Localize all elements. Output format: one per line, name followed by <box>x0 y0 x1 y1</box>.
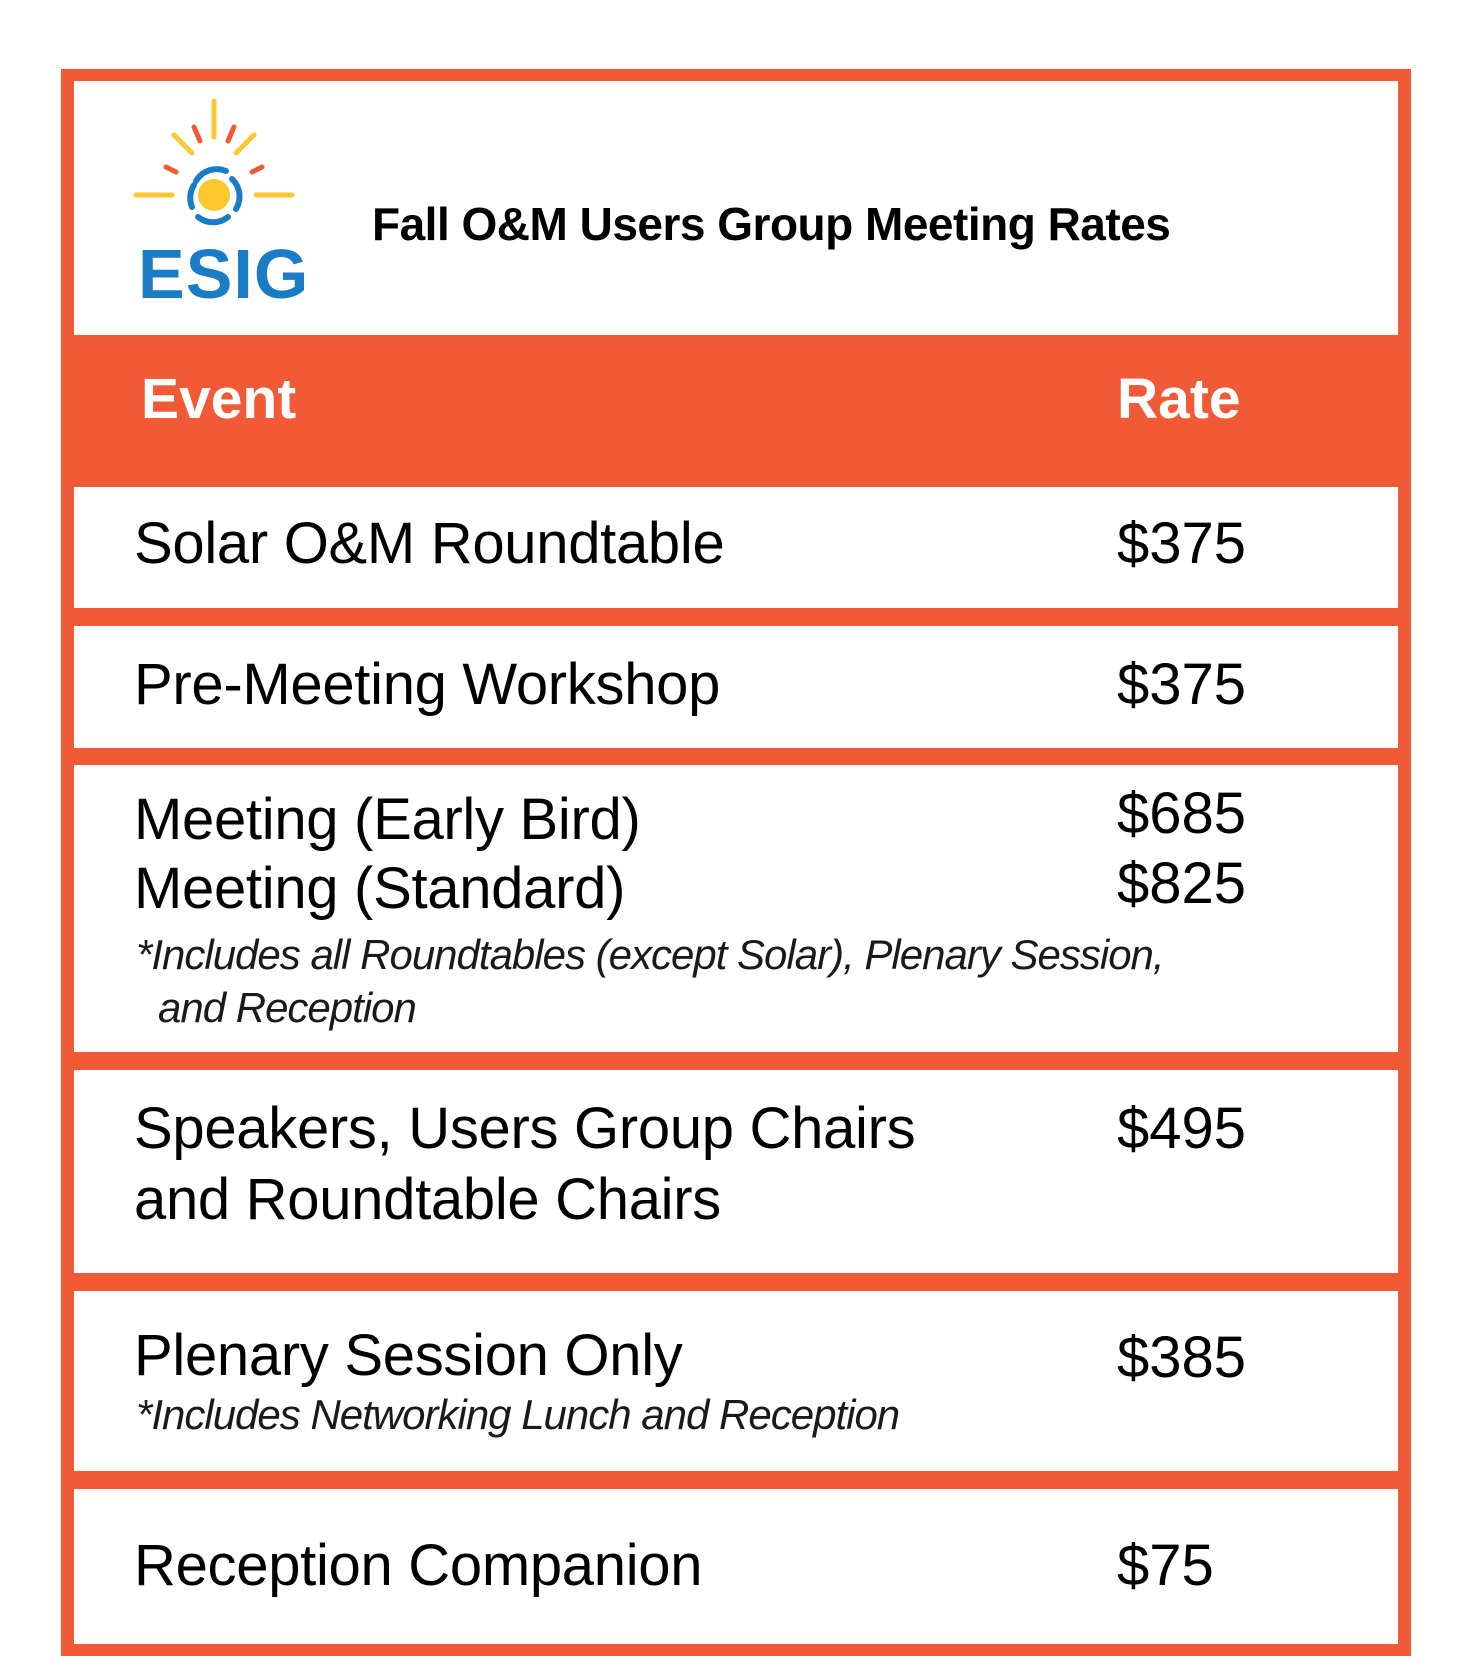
event-name: Reception Companion <box>134 1533 703 1598</box>
event-rate: $75 <box>1117 1533 1214 1598</box>
event-rate: $375 <box>1117 652 1247 717</box>
table-row: Meeting (Early Bird) Meeting (Standard) … <box>74 765 1398 1052</box>
event-rate: $495 <box>1117 1096 1247 1161</box>
page-title: Fall O&M Users Group Meeting Rates <box>372 198 1171 250</box>
event-name: Meeting (Early Bird) <box>134 787 641 852</box>
event-note: and Reception <box>158 984 417 1031</box>
column-header-rate: Rate <box>1117 367 1241 431</box>
event-note: *Includes all Roundtables (except Solar)… <box>136 931 1165 978</box>
column-header-event: Event <box>141 367 297 431</box>
event-name: Solar O&M Roundtable <box>134 511 725 576</box>
event-rate: $825 <box>1117 851 1247 916</box>
table-row: Plenary Session Only $385 *Includes Netw… <box>74 1291 1398 1471</box>
table-row: Speakers, Users Group Chairs and Roundta… <box>74 1070 1398 1273</box>
event-rate: $385 <box>1117 1325 1247 1390</box>
event-name: Pre-Meeting Workshop <box>134 652 721 717</box>
event-name: Plenary Session Only <box>134 1323 683 1388</box>
event-name: Speakers, Users Group Chairs <box>134 1096 916 1161</box>
rates-table-frame: ESIG Fall O&M Users Group Meeting Rates … <box>61 69 1411 1656</box>
esig-logo-text: ESIG <box>138 235 310 313</box>
table-row: Pre-Meeting Workshop $375 <box>74 626 1398 748</box>
table-row: Solar O&M Roundtable $375 <box>74 487 1398 608</box>
event-name: Meeting (Standard) <box>134 856 626 921</box>
event-name: and Roundtable Chairs <box>134 1167 721 1232</box>
event-rate: $375 <box>1117 511 1247 576</box>
esig-sun-logo-icon <box>133 98 295 226</box>
table-row: Reception Companion $75 <box>74 1489 1398 1644</box>
event-note: *Includes Networking Lunch and Reception <box>136 1391 900 1438</box>
title-panel: ESIG Fall O&M Users Group Meeting Rates <box>74 81 1398 335</box>
table-header: Event Rate <box>74 335 1398 487</box>
event-rate: $685 <box>1117 781 1247 846</box>
